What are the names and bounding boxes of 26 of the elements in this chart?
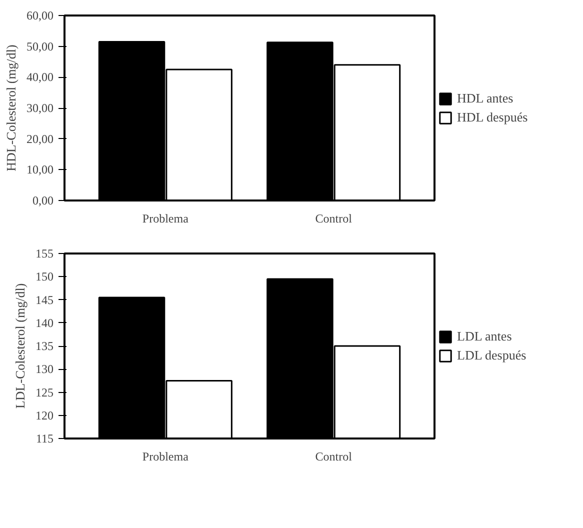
y-tick-label: 135 [36,339,54,353]
y-tick-label: 140 [36,316,54,330]
y-tick-label: 50,00 [26,39,54,54]
y-tick-label: 145 [36,292,54,307]
y-tick-label: 0,00 [32,194,54,208]
y-tick-label: 30,00 [26,101,54,115]
legend-label: HDL después [457,109,528,125]
x-tick-label: Problema [142,212,190,226]
legend-label: HDL antes [457,90,514,106]
y-axis-title: LDL-Colesterol (mg/dl) [12,283,28,409]
x-tick-label: Control [315,450,353,464]
x-tick-label: Control [315,212,353,226]
y-tick-label: 115 [36,432,54,446]
y-tick-label: 125 [36,385,54,400]
legend-label: LDL después [457,347,526,363]
y-tick-label: 40,00 [26,70,54,84]
y-tick-label: 130 [36,362,54,376]
y-tick-label: 155 [36,246,54,260]
y-axis-title: HDL-Colesterol (mg/dl) [4,44,18,172]
y-tick-label: 150 [36,270,54,284]
x-tick-label: Problema [142,450,190,464]
y-tick-label: 10,00 [26,162,54,177]
y-tick-label: 120 [36,408,54,422]
y-tick-label: 20,00 [26,132,54,146]
y-tick-label: 60,00 [26,8,54,22]
legend-label: LDL antes [457,328,512,344]
